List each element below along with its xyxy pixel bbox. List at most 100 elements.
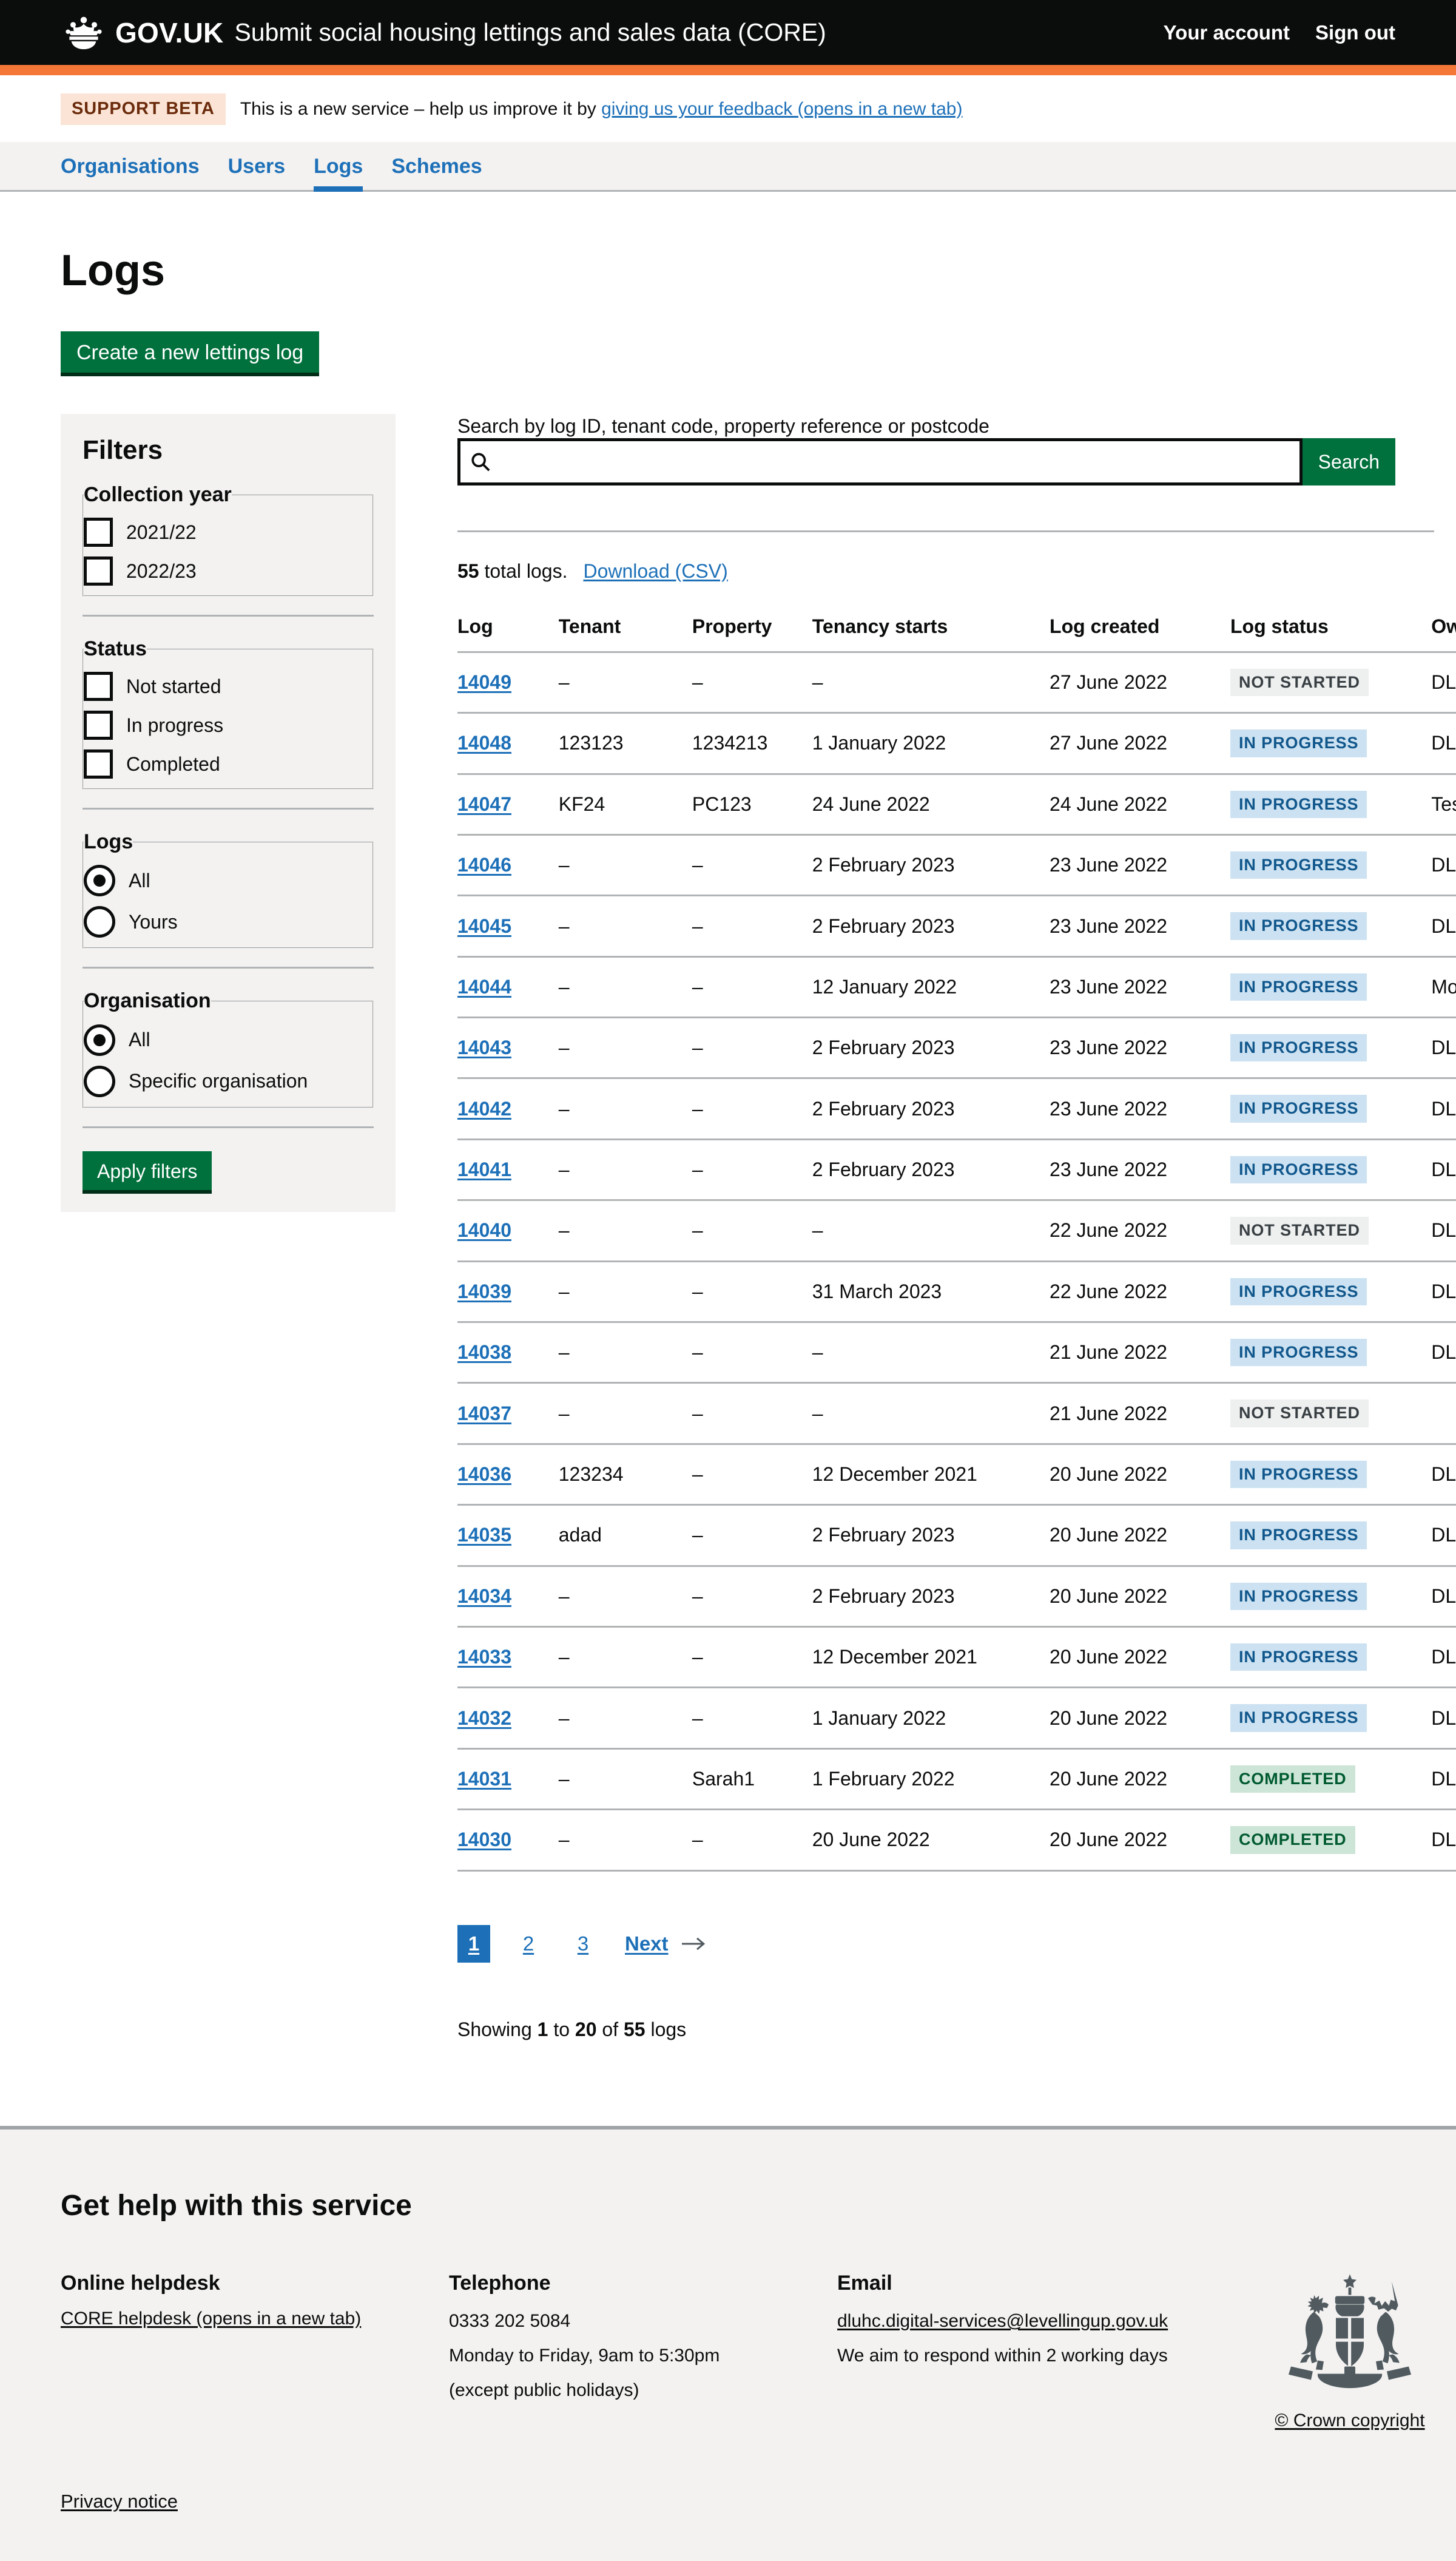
- log-id-link[interactable]: 14033: [457, 1646, 511, 1668]
- nav-item-schemes[interactable]: Schemes: [391, 155, 482, 178]
- log-id-link[interactable]: 14042: [457, 1097, 511, 1120]
- cell-owning-organisation: DLUHC Test Org: [1431, 1687, 1456, 1750]
- checkbox-box-icon[interactable]: [84, 672, 113, 702]
- checkbox-box-icon[interactable]: [84, 518, 113, 547]
- log-id-link[interactable]: 14047: [457, 793, 511, 815]
- filter-checkbox-2022-23[interactable]: 2022/23: [84, 557, 372, 586]
- log-id-link[interactable]: 14043: [457, 1037, 511, 1059]
- radio-button-icon[interactable]: [84, 906, 115, 938]
- cell-log-created: 27 June 2022: [1050, 652, 1230, 714]
- column-header-log: Log: [457, 615, 559, 653]
- pagination-page-3[interactable]: 3: [577, 1932, 589, 1955]
- log-id-link[interactable]: 14034: [457, 1585, 511, 1607]
- cell-log-link: 14046: [457, 834, 559, 897]
- filter-radio-logs-all[interactable]: All: [84, 865, 372, 897]
- checkbox-box-icon[interactable]: [84, 749, 113, 779]
- status-badge: IN PROGRESS: [1230, 1034, 1367, 1062]
- apply-filters-button[interactable]: Apply filters: [83, 1151, 212, 1194]
- log-id-link[interactable]: 14049: [457, 671, 511, 693]
- results-summary: 55 total logs. Download (CSV): [457, 560, 1395, 583]
- cell-property: –: [692, 956, 812, 1019]
- cell-tenant: 123123: [558, 712, 692, 775]
- filter-checkbox-in-progress[interactable]: In progress: [84, 711, 372, 740]
- search-button[interactable]: Search: [1302, 438, 1395, 485]
- search-input-wrapper[interactable]: [457, 438, 1303, 485]
- log-id-link[interactable]: 14048: [457, 732, 511, 754]
- cell-log-status: IN PROGRESS: [1230, 1322, 1432, 1384]
- nav-item-organisations[interactable]: Organisations: [61, 155, 200, 178]
- log-id-link[interactable]: 14039: [457, 1280, 511, 1302]
- checkbox-box-icon[interactable]: [84, 711, 113, 740]
- cell-property: –: [692, 1566, 812, 1628]
- email-response-note: We aim to respond within 2 working days: [837, 2346, 1168, 2366]
- filter-checkbox-completed[interactable]: Completed: [84, 749, 372, 779]
- service-name: Submit social housing lettings and sales…: [234, 18, 826, 46]
- radio-button-icon[interactable]: [84, 1024, 115, 1056]
- nav-item-users[interactable]: Users: [228, 155, 286, 178]
- log-id-link[interactable]: 14040: [457, 1219, 511, 1242]
- status-badge: NOT STARTED: [1230, 1399, 1369, 1427]
- filters-panel: Filters Collection year 2021/22 2022/23: [61, 413, 396, 1212]
- download-csv-link[interactable]: Download (CSV): [583, 560, 728, 582]
- log-id-link[interactable]: 14032: [457, 1707, 511, 1729]
- cell-log-created: 22 June 2022: [1050, 1200, 1230, 1262]
- pagination-next-link[interactable]: Next: [625, 1932, 669, 1955]
- pagination-page-2[interactable]: 2: [522, 1932, 534, 1955]
- log-id-link[interactable]: 14030: [457, 1829, 511, 1851]
- checkbox-box-icon[interactable]: [84, 557, 113, 586]
- log-id-link[interactable]: 14036: [457, 1463, 511, 1486]
- status-badge: IN PROGRESS: [1230, 729, 1367, 757]
- radio-button-icon[interactable]: [84, 865, 115, 897]
- status-badge: IN PROGRESS: [1230, 912, 1367, 940]
- cell-tenancy-starts: 2 February 2023: [812, 1566, 1050, 1628]
- core-helpdesk-link[interactable]: CORE helpdesk (opens in a new tab): [61, 2309, 362, 2329]
- cell-tenant: –: [558, 1748, 692, 1811]
- showing-of: of: [596, 2018, 624, 2040]
- feedback-link[interactable]: giving us your feedback (opens in a new …: [601, 99, 963, 119]
- create-new-lettings-log-button[interactable]: Create a new lettings log: [61, 331, 320, 376]
- log-id-link[interactable]: 14035: [457, 1524, 511, 1546]
- total-logs-text: 55 total logs.: [457, 560, 567, 583]
- filter-radio-org-specific[interactable]: Specific organisation: [84, 1065, 372, 1097]
- status-badge: IN PROGRESS: [1230, 790, 1367, 818]
- log-id-link[interactable]: 14038: [457, 1341, 511, 1364]
- status-badge: IN PROGRESS: [1230, 1095, 1367, 1123]
- cell-log-link: 14040: [457, 1200, 559, 1262]
- govuk-home-link[interactable]: GOV.UK: [61, 16, 223, 50]
- log-id-link[interactable]: 14045: [457, 915, 511, 937]
- privacy-notice-link[interactable]: Privacy notice: [61, 2491, 178, 2512]
- log-id-link[interactable]: 14046: [457, 854, 511, 876]
- email-address-link[interactable]: dluhc.digital-services@levellingup.gov.u…: [837, 2311, 1168, 2332]
- sign-out-link[interactable]: Sign out: [1315, 21, 1395, 44]
- log-id-link[interactable]: 14037: [457, 1402, 511, 1424]
- filter-group-collection-year: Collection year 2021/22 2022/23: [83, 483, 374, 597]
- radio-button-icon[interactable]: [84, 1065, 115, 1097]
- footer-column-crown: © Crown copyright: [1274, 2272, 1426, 2431]
- crown-copyright-link[interactable]: © Crown copyright: [1275, 2410, 1425, 2431]
- nav-item-logs[interactable]: Logs: [314, 156, 363, 192]
- filter-radio-logs-yours[interactable]: Yours: [84, 906, 372, 938]
- filter-checkbox-not-started[interactable]: Not started: [84, 672, 372, 702]
- cell-owning-organisation: DLUHC Test Org: [1431, 1748, 1456, 1811]
- filter-option-label: In progress: [126, 714, 224, 737]
- log-id-link[interactable]: 14031: [457, 1767, 511, 1790]
- your-account-link[interactable]: Your account: [1163, 21, 1290, 44]
- search-input[interactable]: [498, 450, 1290, 473]
- filter-checkbox-2021-22[interactable]: 2021/22: [84, 518, 372, 547]
- cell-tenancy-starts: –: [812, 1322, 1050, 1384]
- log-id-link[interactable]: 14041: [457, 1159, 511, 1181]
- pagination: 1 2 3 Next: [457, 1924, 1395, 1963]
- cell-log-link: 14045: [457, 895, 559, 958]
- cell-property: Sarah1: [692, 1748, 812, 1811]
- primary-navigation: Organisations Users Logs Schemes: [0, 142, 1456, 192]
- filter-radio-org-all[interactable]: All: [84, 1024, 372, 1056]
- log-id-link[interactable]: 14044: [457, 975, 511, 998]
- status-badge: IN PROGRESS: [1230, 973, 1367, 1001]
- pagination-page-1[interactable]: 1: [457, 1924, 490, 1963]
- cell-log-created: 23 June 2022: [1050, 1017, 1230, 1080]
- filters-sidebar: Filters Collection year 2021/22 2022/23: [61, 413, 396, 1212]
- cell-log-created: 20 June 2022: [1050, 1626, 1230, 1689]
- showing-suffix: logs: [645, 2018, 687, 2040]
- cell-tenant: –: [558, 652, 692, 714]
